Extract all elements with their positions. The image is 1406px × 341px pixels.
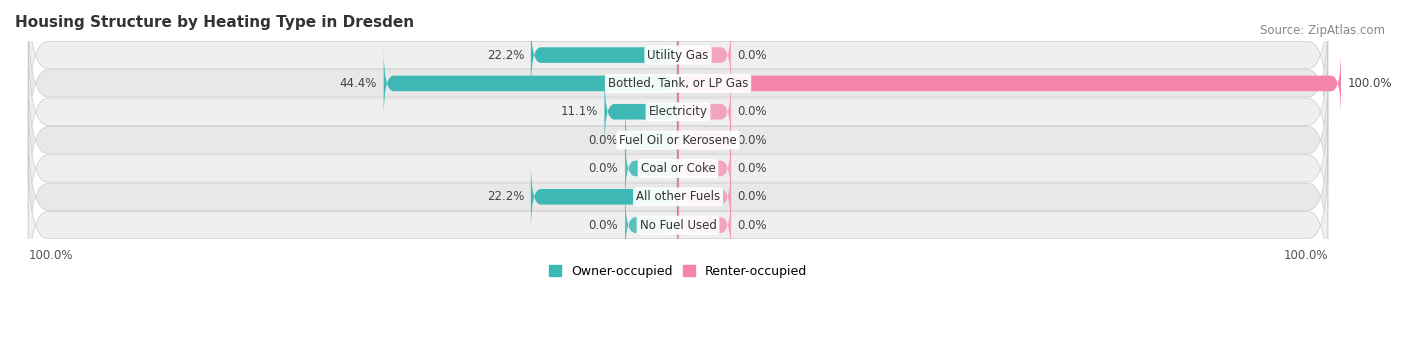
Text: Source: ZipAtlas.com: Source: ZipAtlas.com (1260, 24, 1385, 37)
Text: Utility Gas: Utility Gas (647, 48, 709, 62)
Text: 0.0%: 0.0% (738, 219, 768, 232)
Text: 44.4%: 44.4% (340, 77, 377, 90)
FancyBboxPatch shape (678, 162, 731, 232)
FancyBboxPatch shape (531, 162, 678, 232)
FancyBboxPatch shape (626, 190, 678, 260)
Text: 0.0%: 0.0% (589, 162, 619, 175)
FancyBboxPatch shape (28, 0, 1327, 127)
Legend: Owner-occupied, Renter-occupied: Owner-occupied, Renter-occupied (544, 260, 813, 283)
Text: No Fuel Used: No Fuel Used (640, 219, 717, 232)
Text: 0.0%: 0.0% (738, 190, 768, 203)
FancyBboxPatch shape (678, 77, 731, 147)
FancyBboxPatch shape (678, 49, 1341, 118)
Text: 22.2%: 22.2% (486, 190, 524, 203)
FancyBboxPatch shape (384, 49, 678, 118)
FancyBboxPatch shape (531, 20, 678, 90)
Text: Housing Structure by Heating Type in Dresden: Housing Structure by Heating Type in Dre… (15, 15, 415, 30)
FancyBboxPatch shape (28, 97, 1327, 240)
FancyBboxPatch shape (678, 20, 731, 90)
FancyBboxPatch shape (678, 190, 731, 260)
FancyBboxPatch shape (28, 154, 1327, 297)
Text: 0.0%: 0.0% (738, 48, 768, 62)
Text: 0.0%: 0.0% (589, 219, 619, 232)
FancyBboxPatch shape (28, 125, 1327, 268)
Text: 0.0%: 0.0% (738, 134, 768, 147)
Text: 0.0%: 0.0% (589, 134, 619, 147)
Text: 100.0%: 100.0% (1348, 77, 1392, 90)
Text: 0.0%: 0.0% (738, 162, 768, 175)
Text: 0.0%: 0.0% (738, 105, 768, 118)
Text: All other Fuels: All other Fuels (636, 190, 720, 203)
FancyBboxPatch shape (28, 40, 1327, 183)
FancyBboxPatch shape (28, 12, 1327, 155)
Text: 11.1%: 11.1% (561, 105, 598, 118)
FancyBboxPatch shape (678, 134, 731, 203)
Text: Electricity: Electricity (648, 105, 707, 118)
FancyBboxPatch shape (605, 77, 678, 147)
Text: 100.0%: 100.0% (28, 249, 73, 262)
Text: 22.2%: 22.2% (486, 48, 524, 62)
FancyBboxPatch shape (626, 105, 678, 175)
FancyBboxPatch shape (626, 134, 678, 203)
Text: Coal or Coke: Coal or Coke (641, 162, 716, 175)
FancyBboxPatch shape (28, 69, 1327, 211)
Text: Bottled, Tank, or LP Gas: Bottled, Tank, or LP Gas (607, 77, 748, 90)
Text: 100.0%: 100.0% (1284, 249, 1327, 262)
Text: Fuel Oil or Kerosene: Fuel Oil or Kerosene (619, 134, 737, 147)
FancyBboxPatch shape (678, 105, 731, 175)
